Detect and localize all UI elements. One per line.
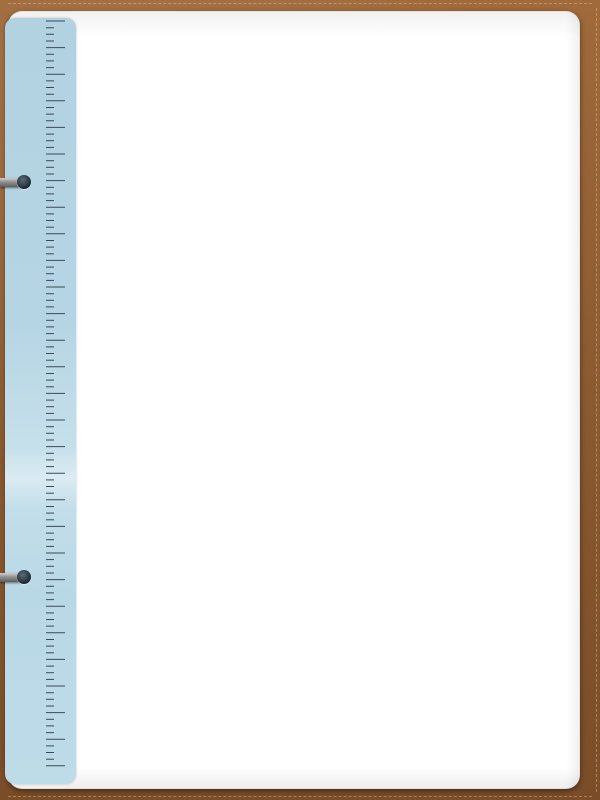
ring-top [0,178,26,187]
stitching-right [596,8,597,792]
page-right-shadow [566,11,580,789]
page-top-shadow [8,11,580,37]
binder-ring-icon [17,570,31,584]
ruler-ticks [46,20,65,767]
notepad-page[interactable] [8,11,580,789]
stitching-top [8,3,592,4]
stitching-bottom [8,796,592,797]
page-bottom-shadow [8,767,580,789]
ring-bottom [0,573,26,582]
ruler-strip [5,18,76,784]
binder-ring-icon [17,175,31,189]
ruler-gloss [5,448,76,508]
